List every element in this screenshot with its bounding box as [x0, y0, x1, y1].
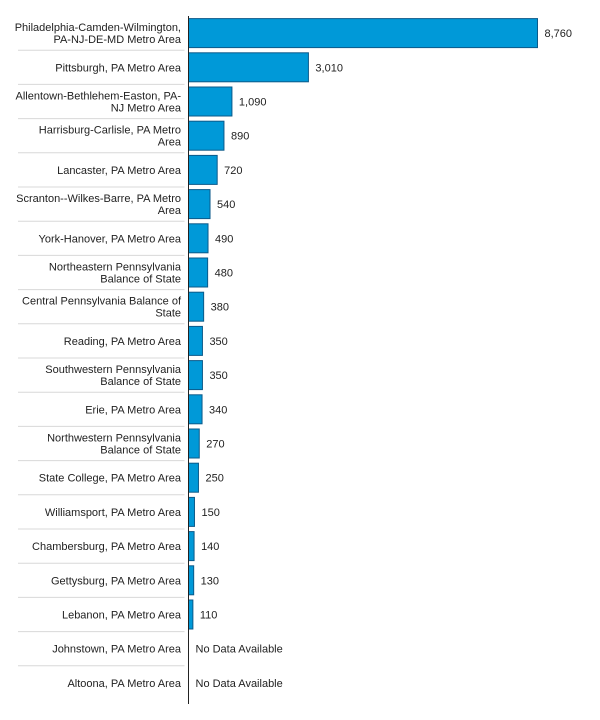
category-label: Central Pennsylvania Balance of State [22, 296, 182, 320]
value-label: 150 [201, 507, 219, 519]
bar [188, 189, 211, 220]
bar [188, 325, 203, 356]
category-label: Williamsport, PA Metro Area [45, 507, 182, 519]
bar [188, 86, 233, 117]
category-label: Lebanon, PA Metro Area [62, 610, 182, 622]
bar [188, 462, 199, 493]
value-label: 720 [224, 165, 242, 177]
value-label: 250 [205, 473, 223, 485]
category-label: Northwestern Pennsylvania Balance of Stat… [47, 433, 182, 457]
value-label: 1,090 [239, 97, 267, 109]
value-label: 890 [231, 131, 249, 143]
row-separators [18, 49, 185, 667]
bar [188, 223, 209, 254]
category-label: Philadelphia-Camden-Wilmington, PA-NJ-DE-… [15, 22, 182, 46]
value-label: 480 [215, 268, 233, 280]
value-label: 540 [217, 199, 235, 211]
value-label: 110 [200, 610, 218, 622]
bar [188, 394, 203, 425]
category-label: Northeastern Pennsylvania Balance of Stat… [49, 262, 182, 286]
value-label: 8,760 [545, 28, 573, 40]
bar [188, 257, 209, 288]
category-labels: Philadelphia-Camden-Wilmington, PA-NJ-DE-… [15, 22, 182, 690]
value-label: 270 [206, 439, 224, 451]
value-label: 340 [209, 404, 227, 416]
category-label: Reading, PA Metro Area [64, 336, 182, 348]
value-label: 130 [201, 575, 219, 587]
value-label: 140 [201, 541, 219, 553]
category-label: Pittsburgh, PA Metro Area [55, 62, 182, 74]
category-label: Harrisburg-Carlisle, PA Metro Area [39, 125, 182, 149]
category-label: Altoona, PA Metro Area [67, 678, 181, 690]
value-label: 350 [209, 370, 227, 382]
bar [188, 18, 538, 49]
category-label: York-Hanover, PA Metro Area [39, 233, 182, 245]
category-label: Erie, PA Metro Area [85, 404, 182, 416]
bar [188, 531, 195, 562]
bar [188, 120, 225, 151]
no-data-label: No Data Available [196, 678, 283, 690]
bar [188, 428, 200, 459]
value-labels: 8,760 3,010 1,090 890 720 540 490 480 380 350 350 3… [196, 28, 573, 690]
value-label: 3,010 [315, 62, 343, 74]
bars [188, 18, 538, 630]
category-label: State College, PA Metro Area [39, 473, 182, 485]
no-data-label: No Data Available [196, 644, 283, 656]
category-label: Allentown-Bethlehem-Easton, PA-NJ Metro … [16, 91, 182, 115]
value-label: 350 [209, 336, 227, 348]
bar [188, 291, 205, 322]
category-label: Scranton--Wilkes-Barre, PA Metro Area [16, 193, 182, 217]
category-label: Gettysburg, PA Metro Area [51, 575, 182, 587]
category-label: Chambersburg, PA Metro Area [32, 541, 182, 553]
category-label: Lancaster, PA Metro Area [57, 165, 182, 177]
value-label: 490 [215, 233, 233, 245]
bar [188, 496, 195, 527]
category-label: Southwestern Pennsylvania Balance of Stat… [45, 364, 182, 388]
bar [188, 52, 309, 83]
bar [188, 360, 203, 391]
bar [188, 154, 218, 185]
bar [188, 599, 194, 630]
bar [188, 565, 195, 596]
category-label: Johnstown, PA Metro Area [52, 644, 182, 656]
value-label: 380 [211, 302, 229, 314]
